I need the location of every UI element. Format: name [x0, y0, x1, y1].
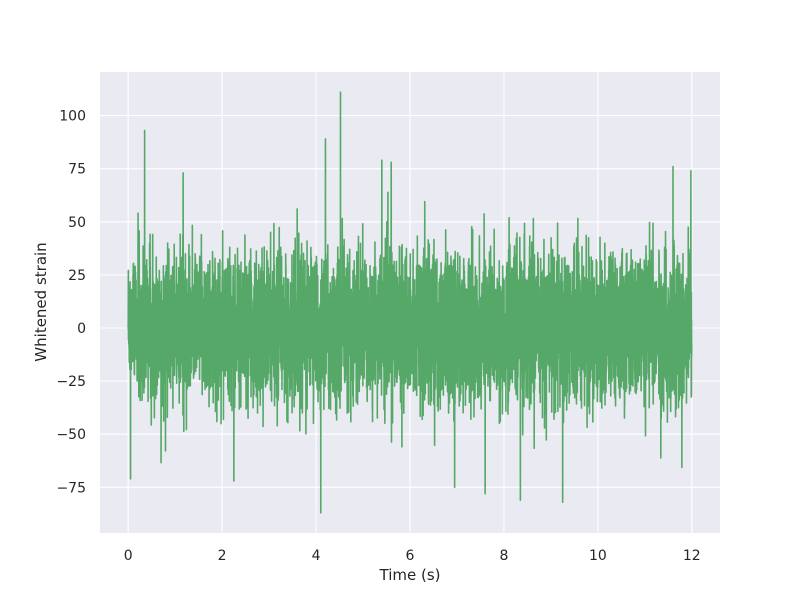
x-tick-label-2: 4 [312, 548, 321, 564]
tick-labels: 0 2 4 6 8 10 12 −75 −50 −25 0 25 50 75 100 [56, 109, 700, 564]
series-layer [127, 91, 693, 514]
y-tick-label-5: 50 [68, 215, 86, 231]
y-tick-label-4: 25 [68, 268, 86, 284]
x-tick-label-5: 10 [589, 548, 607, 564]
y-tick-label-3: 0 [77, 321, 86, 337]
y-axis-label: Whitened strain [32, 242, 50, 361]
x-tick-label-4: 8 [499, 548, 508, 564]
y-tick-label-6: 75 [68, 162, 86, 178]
x-tick-label-6: 12 [683, 548, 701, 564]
y-tick-label-1: −50 [56, 427, 86, 443]
y-tick-label-0: −75 [56, 480, 86, 496]
x-axis-label: Time (s) [379, 566, 441, 584]
x-tick-label-0: 0 [124, 548, 133, 564]
x-tick-label-3: 6 [406, 548, 415, 564]
y-tick-label-2: −25 [56, 374, 86, 390]
x-tick-label-1: 2 [218, 548, 227, 564]
whitened-strain-series-line [127, 91, 693, 514]
y-tick-label-7: 100 [59, 109, 86, 125]
